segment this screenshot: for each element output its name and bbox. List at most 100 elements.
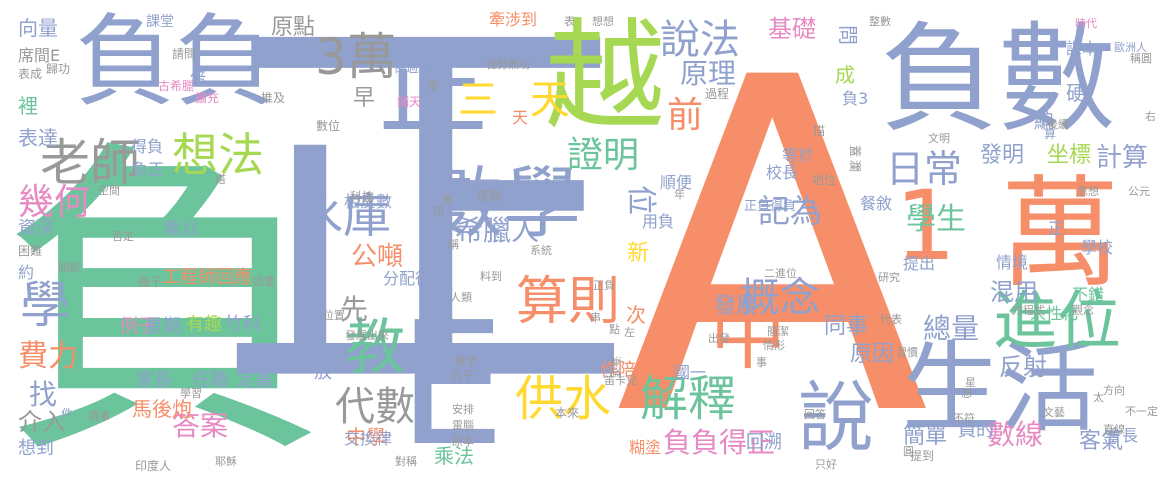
cloud-word: 早 [353,86,376,111]
cloud-word: 水庫 [295,188,392,244]
cloud-word: 先 [340,293,369,326]
cloud-word: 算 [1044,127,1057,141]
cloud-word: 糊塗 [629,438,662,457]
cloud-word: 順便 [660,173,693,192]
cloud-word: 表達 [18,126,58,150]
cloud-word: 新 [627,241,650,266]
cloud-word: 地位 [812,173,837,187]
cloud-word: 想法 [172,128,264,182]
cloud-word: 原因 [850,342,895,367]
cloud-word: 漸進 [609,356,622,378]
cloud-word: 校長 [766,163,799,182]
cloud-word: 觀念 [1072,304,1094,317]
cloud-word: 約 [18,263,35,282]
cloud-word: 餐敘 [860,194,893,213]
cloud-word: 左 [624,326,635,339]
cloud-word: 中學 [346,425,386,449]
cloud-word: 發展出來 [345,329,389,342]
cloud-word: 天 [530,77,570,123]
cloud-word: 課堂 [146,14,174,30]
cloud-word: 分配律 [383,269,432,288]
cloud-word: 發明 [980,143,1025,168]
cloud-word: 歸功 [46,62,71,76]
cloud-word: 復興 [477,189,502,203]
cloud-word: 正負 [593,279,615,292]
cloud-word: 代表 [880,313,902,326]
cloud-word: 回答 [804,408,826,421]
cloud-word: 萬 [1000,165,1120,304]
cloud-word: 相反數 [344,192,393,211]
cloud-word: 表成 [18,67,43,81]
cloud-word: 正 [378,23,488,151]
cloud-word: 解釋 [640,371,737,427]
cloud-word: 歐洲人 [1114,41,1147,54]
cloud-word: 編 [1034,109,1054,133]
cloud-word: 提出 [903,254,936,273]
cloud-word: 負 [0,113,330,482]
cloud-word: 有趣 [186,314,222,335]
cloud-word: 推及 [261,91,286,105]
cloud-word: 困難 [18,244,43,258]
cloud-word: 混用 [990,278,1038,306]
cloud-word: 數學 [425,159,582,249]
cloud-word: 搭 [215,173,226,186]
cloud-word: 會長 [1106,426,1139,445]
cloud-word: 坐標 [1047,143,1092,168]
cloud-word: 星期 [145,316,181,337]
cloud-word: 人性化 [1030,304,1079,323]
cloud-word: 直線 [1103,423,1125,436]
cloud-word: 正負得負 [744,199,797,214]
cloud-word: 說法 [660,17,740,63]
cloud-word: 耶穌 [215,455,237,468]
cloud-word: 乘法 [434,444,474,468]
cloud-word: 中 [710,291,786,380]
cloud-word: 總量 [923,312,980,345]
cloud-word: 例子 [120,316,156,337]
cloud-word: 串 [590,311,601,324]
cloud-word: 位 [623,185,658,215]
cloud-word: 笛卡兒 [604,374,637,387]
cloud-word: 家長 [136,370,172,391]
cloud-word: 稱圓 [1130,52,1152,65]
cloud-word: 提到 [910,449,935,463]
cloud-word: 同事 [824,314,869,339]
cloud-word: 公噸 [351,242,404,272]
cloud-word: 想想 [592,15,614,28]
cloud-word: 代數 [335,384,415,430]
cloud-word: 任職 [192,370,228,391]
cloud-word: 答案 [172,409,229,442]
cloud-word: 前 [667,95,704,136]
cloud-word: 學 [20,276,70,334]
cloud-word: 介入 [18,408,66,436]
cloud-word: 安排 [452,403,474,416]
cloud-word: 數字 [455,355,477,368]
cloud-word: A [615,0,930,482]
cloud-word: 國一 [674,363,707,382]
cloud-word: 越 [545,8,665,147]
cloud-word: 三 [458,77,498,123]
cloud-word: 席間E [18,46,61,65]
cloud-word: 原本 [452,435,474,448]
cloud-word: 孔子 [452,369,474,382]
cloud-word: 希臘人 [455,214,540,247]
cloud-word: 習慣 [896,346,918,359]
cloud-word: 馬後炮 [132,397,192,421]
cloud-word: 概念 [740,275,820,321]
cloud-word: 不一定 [1125,405,1158,418]
cloud-word: 舊 [442,194,453,207]
cloud-word: 1 [895,170,957,282]
cloud-word: 問 [836,25,860,45]
cloud-word: 幾千 [138,275,163,289]
cloud-word: 簡潔 [767,325,789,338]
cloud-word: 生活 [902,332,1099,446]
cloud-word: 竹科 [225,314,261,335]
cloud-word: 等於 [782,146,815,165]
cloud-word: 正 [1048,219,1065,238]
cloud-word: 回溯 [746,432,782,453]
cloud-word: 研究 [878,271,900,284]
cloud-word: 發展 [714,294,759,319]
cloud-word: 對稱 [395,455,417,468]
cloud-word: 開創 [58,261,80,274]
cloud-word: 學生 [906,202,966,237]
